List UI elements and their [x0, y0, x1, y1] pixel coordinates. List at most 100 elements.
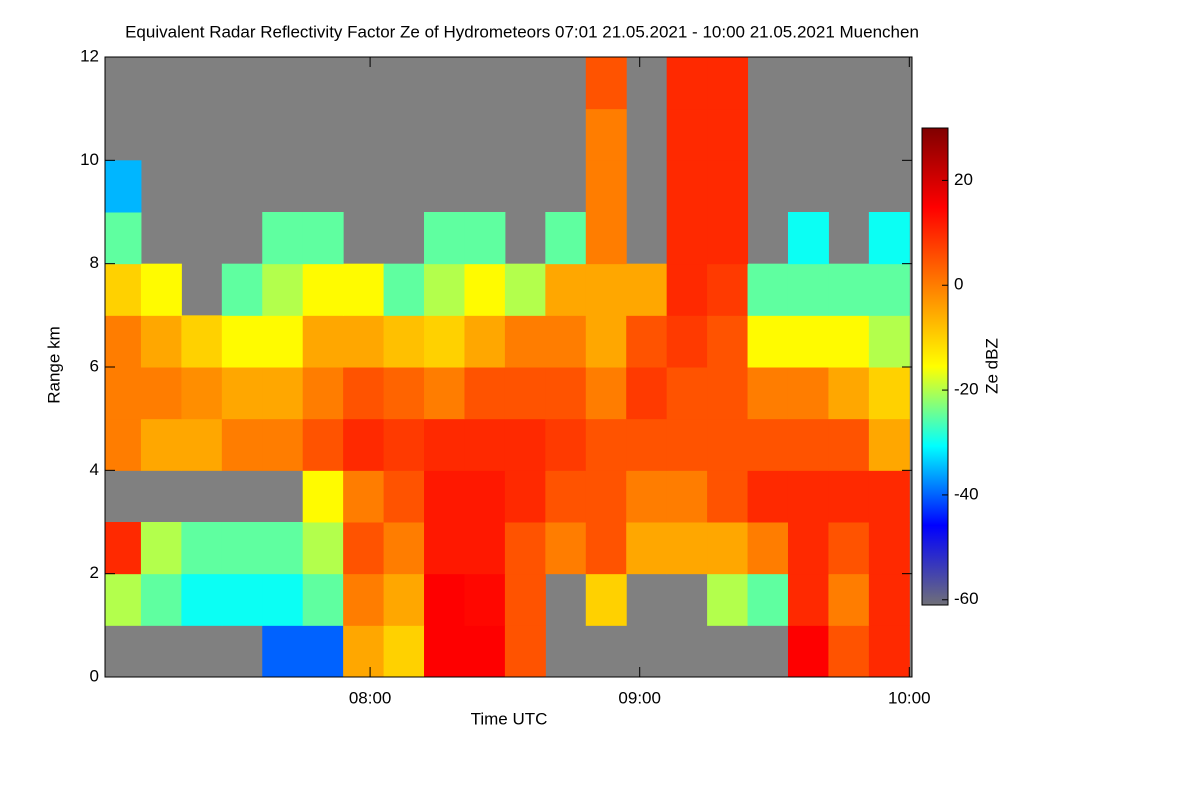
heatmap-cell [828, 625, 870, 678]
heatmap-cell [868, 625, 910, 678]
heatmap-cell [221, 367, 263, 420]
heatmap-cell [787, 470, 829, 523]
heatmap-cell [424, 418, 465, 471]
heatmap-cell [464, 212, 506, 265]
heatmap-cell [181, 418, 223, 471]
heatmap-cell [424, 212, 465, 265]
heatmap-cell [424, 470, 465, 523]
heatmap-cell [585, 160, 627, 213]
heatmap-cell [262, 315, 304, 368]
heatmap-cell [343, 418, 385, 471]
heatmap-cell [666, 212, 708, 265]
heatmap-cell [707, 470, 749, 523]
heatmap-cell [105, 418, 142, 471]
heatmap-cell [666, 57, 708, 110]
heatmap-cell [828, 470, 870, 523]
y-tick-label: 0 [90, 666, 99, 685]
y-tick-label: 10 [80, 150, 99, 169]
heatmap-cell [262, 212, 304, 265]
heatmap-cell [424, 315, 465, 368]
heatmap-cell [828, 522, 870, 575]
x-tick-label: 08:00 [349, 688, 392, 707]
heatmap-cell [504, 263, 546, 316]
heatmap-cell [343, 263, 385, 316]
heatmap-cell [424, 573, 465, 626]
heatmap-cell [424, 522, 465, 575]
heatmap-cell [585, 522, 627, 575]
chart-title: Equivalent Radar Reflectivity Factor Ze … [125, 22, 919, 41]
heatmap-cell [585, 263, 627, 316]
heatmap-cell [868, 212, 910, 265]
heatmap-cell [585, 108, 627, 161]
heatmap-cell [787, 212, 829, 265]
heatmap-cell [221, 315, 263, 368]
heatmap-cell [666, 470, 708, 523]
heatmap-cell [504, 625, 546, 678]
heatmap-cell [504, 573, 546, 626]
heatmap-cell [383, 418, 425, 471]
heatmap-cell [302, 418, 344, 471]
heatmap-cell [221, 573, 263, 626]
heatmap-cell [747, 470, 789, 523]
heatmap-cell [545, 263, 587, 316]
heatmap-cell [787, 418, 829, 471]
colorbar [921, 127, 949, 606]
heatmap-cell [585, 367, 627, 420]
heatmap-cell [545, 522, 587, 575]
heatmap-cell [707, 522, 749, 575]
heatmap-cell [105, 573, 142, 626]
heatmap-cell [343, 625, 385, 678]
heatmap-cell [747, 573, 789, 626]
heatmap-cell [464, 418, 506, 471]
heatmap-cell [464, 263, 506, 316]
heatmap-cell [626, 367, 668, 420]
colorbar-tick-label: -60 [954, 589, 979, 608]
heatmap-cell [302, 470, 344, 523]
heatmap-cell [747, 522, 789, 575]
heatmap-cell [383, 367, 425, 420]
heatmap-cell [424, 263, 465, 316]
x-tick-label: 10:00 [888, 688, 931, 707]
y-tick-label: 2 [90, 563, 99, 582]
heatmap-cell [707, 573, 749, 626]
heatmap-cell [302, 625, 344, 678]
heatmap-cell [626, 522, 668, 575]
heatmap-cell [504, 367, 546, 420]
heatmap-cell [464, 315, 506, 368]
heatmap-cell [868, 367, 910, 420]
heatmap-cell [302, 367, 344, 420]
heatmap-cell [707, 108, 749, 161]
heatmap-cell [383, 470, 425, 523]
x-tick-label: 09:00 [618, 688, 661, 707]
heatmap-cell [666, 160, 708, 213]
heatmap-cell [868, 573, 910, 626]
heatmap-cell [868, 470, 910, 523]
heatmap-cell [787, 573, 829, 626]
heatmap-cell [140, 263, 182, 316]
heatmap-cell [302, 573, 344, 626]
heatmap-cell [868, 315, 910, 368]
heatmap-cell [464, 625, 506, 678]
heatmap-cell [383, 522, 425, 575]
heatmap-cell [140, 315, 182, 368]
heatmap-cell [464, 573, 506, 626]
heatmap-cell [707, 160, 749, 213]
y-axis-label: Range km [44, 326, 63, 403]
heatmap-cell [585, 57, 627, 110]
heatmap-cell [626, 315, 668, 368]
heatmap-cell [787, 315, 829, 368]
heatmap-cell [787, 625, 829, 678]
heatmap-cell [504, 522, 546, 575]
heatmap-cell [343, 470, 385, 523]
heatmap-cell [105, 160, 142, 213]
heatmap-cell [302, 522, 344, 575]
heatmap-cell [585, 573, 627, 626]
heatmap-cell [666, 263, 708, 316]
heatmap-cell [545, 367, 587, 420]
heatmap-cell [585, 418, 627, 471]
heatmap-cell [302, 212, 344, 265]
colorbar-tick-label: 0 [954, 275, 963, 294]
heatmap-cell [424, 367, 465, 420]
heatmap-cell [828, 367, 870, 420]
heatmap-cell [626, 470, 668, 523]
